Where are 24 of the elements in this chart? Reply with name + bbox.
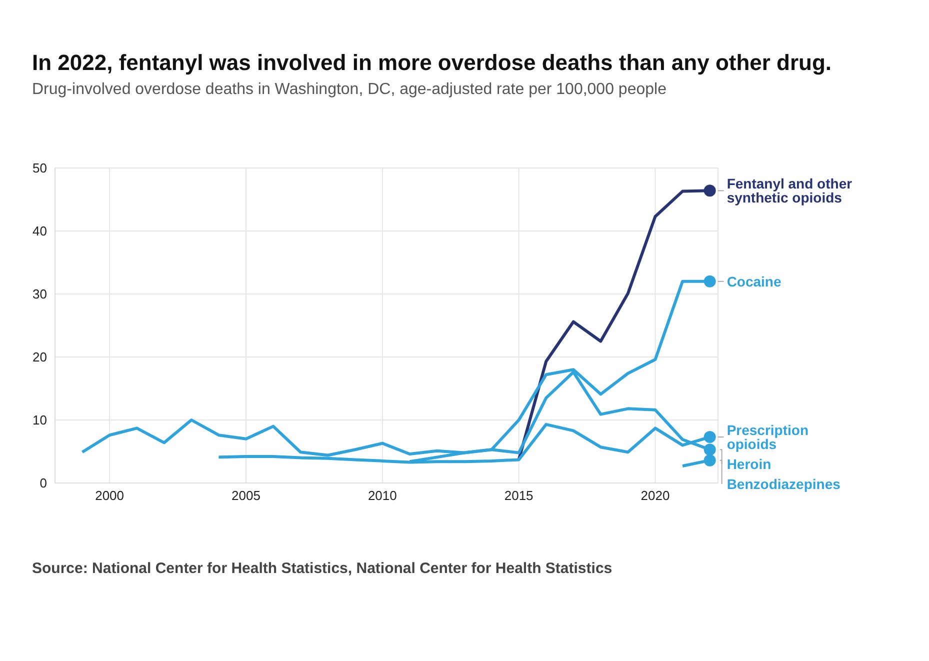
x-tick-label: 2005 bbox=[232, 488, 260, 504]
series-label: Fentanyl and other synthetic opioids bbox=[726, 176, 853, 206]
y-tick-label: 20 bbox=[32, 350, 47, 365]
series-label: Benzodiazepines bbox=[726, 476, 841, 492]
y-tick-label: 50 bbox=[32, 160, 47, 176]
chart-subtitle: Drug-involved overdose deaths in Washington, DC, age-adjusted rate per 100,000 people bbox=[32, 81, 666, 99]
source-note: Source: National Center for Health Statistics, National Center for Health Statistics bbox=[32, 560, 612, 577]
point bbox=[704, 431, 716, 444]
chart-title: In 2022, fentanyl was involved in more overdose deaths than any other drug. bbox=[32, 50, 832, 76]
y-tick-label: 30 bbox=[32, 286, 47, 302]
x-tick-label: 2010 bbox=[368, 488, 397, 504]
point bbox=[704, 444, 716, 456]
point bbox=[704, 184, 716, 197]
y-tick-label: 10 bbox=[32, 412, 47, 428]
point bbox=[704, 275, 716, 288]
y-tick-label: 40 bbox=[32, 224, 47, 239]
x-tick-label: 2000 bbox=[95, 488, 124, 504]
series-label: Heroin bbox=[726, 456, 772, 472]
series-label: Cocaine bbox=[726, 273, 782, 290]
series-label: Prescription opioids bbox=[726, 422, 809, 452]
y-tick-label: 0 bbox=[40, 476, 47, 491]
x-tick-label: 2015 bbox=[504, 488, 534, 504]
x-tick-label: 2020 bbox=[640, 488, 670, 504]
point bbox=[704, 454, 716, 466]
